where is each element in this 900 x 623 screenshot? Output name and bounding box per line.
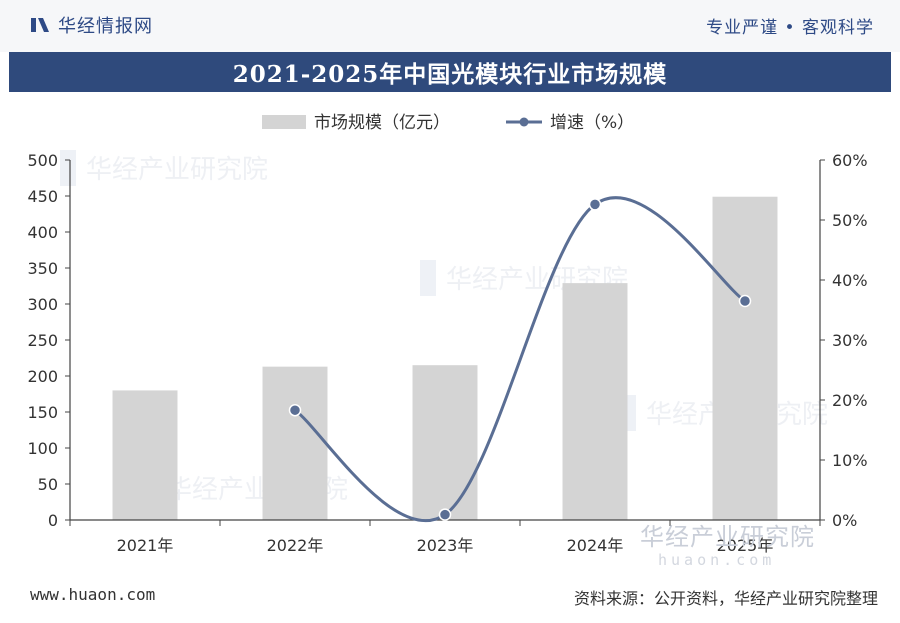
- y-left-tick-label: 350: [27, 259, 58, 278]
- brand-name: 华经情报网: [58, 16, 153, 37]
- y-left-tick-label: 300: [27, 295, 58, 314]
- watermark-url: huaon.com: [658, 551, 776, 569]
- bar-2: [262, 366, 328, 520]
- x-tick-label: 2021年: [117, 536, 174, 555]
- y-right-tick-label: 40%: [832, 271, 868, 290]
- x-tick-label: 2023年: [417, 536, 474, 555]
- y-left-tick-label: 50: [38, 475, 58, 494]
- growth-rate-point-4: [738, 294, 752, 308]
- legend-bar-label: 市场规模（亿元）: [314, 113, 450, 133]
- bar-5: [712, 196, 778, 520]
- y-left-tick-label: 200: [27, 367, 58, 386]
- y-left-tick-label: 0: [48, 511, 58, 530]
- growth-rate-line: [294, 196, 746, 523]
- watermark-logo-block: [60, 150, 76, 186]
- y-left-tick-label: 250: [27, 331, 58, 350]
- y-left-tick-label: 500: [27, 151, 58, 170]
- footer-website: www.huaon.com: [30, 585, 156, 604]
- header-bar: 华经情报网 专业严谨 • 客观科学: [0, 0, 900, 52]
- chart-title: 2021-2025年中国光模块行业市场规模: [232, 61, 668, 88]
- watermark-bg-text: 华经产业研究院: [86, 155, 268, 185]
- x-tick-label: 2024年: [567, 536, 624, 555]
- x-tick-label: 2025年: [717, 536, 774, 555]
- y-left-tick-label: 400: [27, 223, 58, 242]
- chart: 华经产业研究院华经产业研究院华经产业研究院华经产业研究院050100150200…: [27, 113, 868, 555]
- brand-logo-icon: [31, 18, 49, 32]
- y-right-tick-label: 0%: [832, 511, 857, 530]
- growth-rate-point-1: [288, 403, 302, 417]
- title-bar: 2021-2025年中国光模块行业市场规模: [9, 52, 891, 92]
- legend-bar-swatch: [262, 115, 306, 129]
- y-right-tick-label: 50%: [832, 211, 868, 230]
- y-left-tick-label: 100: [27, 439, 58, 458]
- y-left-tick-label: 150: [27, 403, 58, 422]
- growth-rate-point-2: [438, 508, 452, 521]
- watermark-text: 华经产业研究院: [640, 523, 815, 551]
- bar-3: [412, 365, 478, 520]
- bar-4: [562, 283, 628, 520]
- y-left-tick-label: 450: [27, 187, 58, 206]
- bar-1: [112, 390, 178, 520]
- x-tick-label: 2022年: [267, 536, 324, 555]
- y-right-tick-label: 10%: [832, 451, 868, 470]
- watermark-logo-block: [420, 260, 436, 296]
- footer-source: 资料来源：公开资料，华经产业研究院整理: [573, 589, 878, 608]
- y-right-tick-label: 30%: [832, 331, 868, 350]
- slogan: 专业严谨 • 客观科学: [706, 18, 874, 38]
- y-right-tick-label: 60%: [832, 151, 868, 170]
- growth-rate-point-3: [588, 198, 602, 211]
- brand: 华经情报网: [30, 12, 153, 38]
- y-right-tick-label: 20%: [832, 391, 868, 410]
- legend-line-label: 增速（%）: [550, 113, 634, 133]
- legend-line-marker: [519, 117, 529, 127]
